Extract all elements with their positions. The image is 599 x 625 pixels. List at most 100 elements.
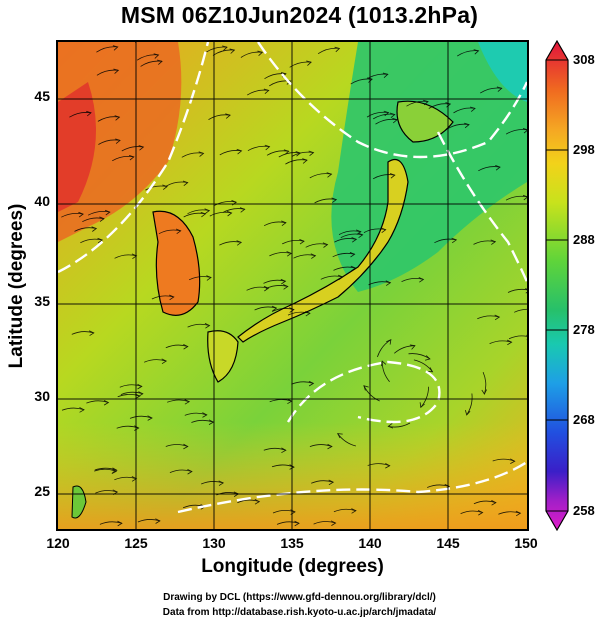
streamline-arrowhead <box>305 310 311 317</box>
streamline-arrowhead <box>229 48 236 54</box>
streamline-arrowhead <box>506 339 513 346</box>
streamline-arrowhead <box>114 115 121 121</box>
streamline-arrowhead <box>111 468 118 475</box>
streamline-arrowhead <box>350 265 357 272</box>
streamline-arrowhead <box>155 518 161 524</box>
streamline-arrowhead <box>78 211 84 218</box>
streamline <box>508 335 527 340</box>
streamline-arrowhead <box>465 409 471 416</box>
streamline-arrowhead <box>187 468 193 475</box>
streamline-arrowhead <box>363 385 369 391</box>
colorbar-tick-308: 308 <box>573 52 595 67</box>
streamline-arrowhead <box>239 207 246 213</box>
streamline-arrowhead <box>496 86 503 92</box>
streamline-arrowhead <box>161 358 168 365</box>
streamline-arrowhead <box>169 294 175 301</box>
streamline-arrowhead <box>334 46 341 53</box>
streamline-arrowhead <box>128 155 135 161</box>
streamline-arrowhead <box>117 520 123 527</box>
streamline-arrowhead <box>331 197 338 203</box>
streamline-arrowhead <box>257 50 264 56</box>
streamline-arrowhead <box>525 288 527 294</box>
streamline-arrowhead <box>225 113 231 119</box>
streamline-arrowhead <box>89 330 95 336</box>
streamline-arrowhead <box>418 277 425 283</box>
streamline-arrowhead <box>427 367 434 373</box>
x-tick-140: 140 <box>358 535 382 551</box>
streamline-arrowhead <box>208 419 215 425</box>
streamline-arrowhead <box>112 45 119 51</box>
streamline-arrowhead <box>451 237 458 244</box>
streamline-arrowhead <box>222 45 228 51</box>
streamline-arrowhead <box>198 151 205 157</box>
credit-drawing: Drawing by DCL (https://www.gfd-dennou.o… <box>163 592 436 603</box>
streamline-arrowhead <box>184 399 191 405</box>
streamline-arrowhead <box>289 464 295 470</box>
streamline-arrowhead <box>183 343 189 350</box>
y-tick-45: 45 <box>34 88 50 104</box>
streamline-arrowhead <box>183 443 189 450</box>
colorbar-tick-298: 298 <box>573 142 595 157</box>
streamline-arrowhead <box>419 402 425 409</box>
streamline-arrowhead <box>383 110 390 117</box>
streamline-arrowhead <box>306 60 312 66</box>
streamline-arrowhead <box>204 323 211 329</box>
chart-title: MSM 06Z10Jun2024 (1013.2hPa) <box>120 2 479 28</box>
streamline-arrowhead <box>495 165 501 171</box>
colorbar <box>545 40 569 531</box>
streamline-arrowhead <box>356 229 362 235</box>
streamline-arrowhead <box>491 500 497 506</box>
streamline-arrowhead <box>147 415 153 421</box>
colorbar-tick-258: 258 <box>573 503 595 518</box>
streamline-arrowhead <box>409 344 416 350</box>
streamline-arrowhead <box>79 407 85 413</box>
streamline-arrowhead <box>490 239 497 245</box>
streamline-arrowhead <box>389 173 396 179</box>
streamline-arrowhead <box>510 458 516 464</box>
streamline-arrowhead <box>330 520 337 526</box>
streamline-arrowhead <box>424 355 431 361</box>
streamline-arrowhead <box>226 210 233 217</box>
streamline-arrowhead <box>473 49 480 55</box>
streamline-arrowhead <box>310 253 317 259</box>
streamline-arrowhead <box>99 216 105 222</box>
x-tick-135: 135 <box>280 535 304 551</box>
streamline-arrowhead <box>515 510 522 517</box>
streamline-arrowhead <box>112 467 118 473</box>
streamline-arrowhead <box>200 211 207 218</box>
map-plot-area <box>56 40 529 531</box>
x-tick-125: 125 <box>124 535 148 551</box>
streamline-arrowhead <box>308 380 315 387</box>
streamline-arrowhead <box>86 110 92 117</box>
streamline-arrowhead <box>294 520 300 527</box>
streamline-arrowhead <box>162 184 168 190</box>
streamline-arrowhead <box>381 360 387 367</box>
streamline-arrowhead <box>263 88 270 95</box>
y-tick-40: 40 <box>34 193 50 209</box>
streamline-arrowhead <box>91 226 98 232</box>
streamline-arrowhead <box>283 284 289 290</box>
streamline-arrowhead <box>326 172 333 178</box>
streamline-arrowhead <box>218 480 225 486</box>
streamline-arrowhead <box>175 228 182 235</box>
streamline-arrowhead <box>481 389 487 395</box>
streamline-arrowhead <box>327 443 333 450</box>
streamline-arrowhead <box>392 117 398 124</box>
streamline-arrowhead <box>204 208 211 214</box>
streamline-arrowhead <box>286 251 293 257</box>
streamline-arrowhead <box>113 68 120 74</box>
streamline-arrowhead <box>281 220 287 227</box>
y-axis-label: Latitude (degrees) <box>6 203 27 369</box>
streamline-arrowhead <box>387 422 394 429</box>
streamline-arrowhead <box>522 128 527 134</box>
streamline-arrowhead <box>97 237 104 244</box>
streamline-arrowhead <box>236 240 243 246</box>
colorbar-tick-268: 268 <box>573 412 595 427</box>
temperature-map <box>58 42 527 529</box>
streamline-arrowhead <box>328 479 335 486</box>
y-tick-30: 30 <box>34 388 50 404</box>
streamline-arrowhead <box>337 274 344 281</box>
streamline-arrowhead <box>382 72 389 78</box>
streamline-arrowhead <box>202 412 208 418</box>
streamline-arrowhead <box>138 391 144 397</box>
